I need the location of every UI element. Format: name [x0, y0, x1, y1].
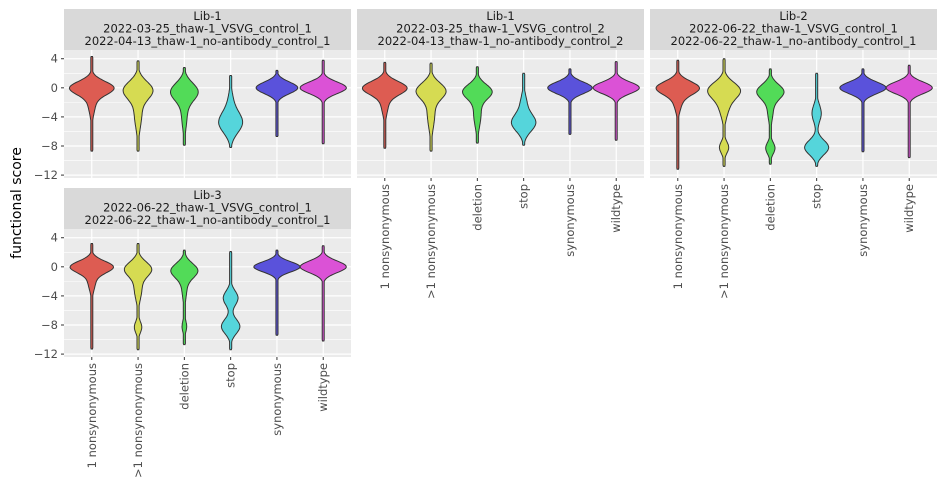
x-tick-label: stop: [810, 184, 824, 209]
violin-stop: [220, 251, 241, 351]
violin-1-nonsynonymous: [361, 61, 408, 149]
x-tick-label: synonymous: [856, 184, 870, 257]
violin-stop: [804, 72, 830, 167]
strip-label: 2022-06-22_thaw-1_VSVG_control_1: [103, 201, 312, 215]
violin-deletion: [170, 67, 199, 146]
facet-panel: Lib-32022-06-22_thaw-1_VSVG_control_1202…: [34, 188, 351, 478]
x-tick-label: >1 nonsynonymous: [717, 184, 731, 299]
y-tick-label: 4: [51, 52, 58, 66]
x-tick-label: deletion: [763, 184, 777, 231]
x-tick-label: >1 nonsynonymous: [131, 363, 145, 478]
violin-deletion: [461, 66, 493, 144]
x-tick-label: >1 nonsynonymous: [424, 184, 438, 299]
strip-label: Lib-1: [193, 9, 221, 23]
facet-panel: Lib-12022-03-25_thaw-1_VSVG_control_1202…: [34, 9, 351, 182]
violin-wildtype: [299, 59, 347, 145]
facet-strip: [650, 9, 937, 50]
x-tick-label: wildtype: [316, 363, 330, 412]
facet-strip: [64, 188, 351, 229]
violin-wildtype: [299, 245, 347, 342]
violin-stop: [510, 72, 537, 146]
strip-label: 2022-06-22_thaw-1_VSVG_control_1: [689, 22, 898, 36]
violin-synonymous: [253, 249, 301, 336]
x-tick-label: stop: [224, 363, 238, 388]
x-tick-label: deletion: [177, 363, 191, 410]
facet-strip: [64, 9, 351, 50]
violin-deletion: [170, 249, 199, 346]
strip-label: 2022-06-22_thaw-1_no-antibody_control_1: [85, 213, 331, 227]
x-tick-label: wildtype: [902, 184, 916, 233]
y-tick-label: −8: [41, 318, 58, 332]
facet-strip: [357, 9, 644, 50]
x-tick-label: synonymous: [270, 363, 284, 436]
y-axis-title: functional score: [9, 147, 25, 259]
strip-label: 2022-06-22_thaw-1_no-antibody_control_1: [671, 34, 917, 48]
panel-background: [64, 229, 351, 357]
strip-label: Lib-1: [486, 9, 514, 23]
violin-1-nonsynonymous: [655, 59, 701, 170]
y-tick-label: −8: [41, 139, 58, 153]
violin-1-nonsynonymous: [68, 56, 115, 152]
violin-stop: [218, 75, 244, 148]
violin-wildtype: [592, 61, 640, 141]
violin-synonymous: [839, 68, 887, 153]
violin--1-nonsynonymous: [123, 243, 153, 351]
x-tick-label: synonymous: [563, 184, 577, 257]
violin-deletion: [756, 68, 785, 165]
x-tick-label: 1 nonsynonymous: [85, 363, 99, 468]
violin--1-nonsynonymous: [122, 60, 154, 152]
x-tick-label: deletion: [470, 184, 484, 231]
strip-label: 2022-04-13_thaw-1_no-antibody_control_2: [378, 34, 624, 48]
y-tick-label: 4: [51, 231, 58, 245]
strip-label: Lib-3: [193, 188, 221, 202]
y-tick-label: −4: [41, 289, 58, 303]
panel-background: [650, 50, 937, 178]
strip-label: 2022-04-13_thaw-1_no-antibody_control_1: [85, 34, 331, 48]
y-tick-label: −12: [34, 168, 58, 182]
violin-synonymous: [255, 69, 299, 137]
violin-wildtype: [885, 64, 933, 159]
violin--1-nonsynonymous: [707, 58, 742, 167]
facet-panel: Lib-12022-03-25_thaw-1_VSVG_control_2202…: [357, 9, 644, 299]
violin-1-nonsynonymous: [69, 243, 115, 350]
y-tick-label: 0: [51, 81, 58, 95]
panel-background: [64, 50, 351, 178]
x-tick-label: stop: [517, 184, 531, 209]
y-tick-label: −12: [34, 347, 58, 361]
violin-synonymous: [547, 68, 593, 135]
violin--1-nonsynonymous: [415, 62, 447, 152]
y-tick-label: −4: [41, 110, 58, 124]
x-tick-label: wildtype: [609, 184, 623, 233]
panel-background: [357, 50, 644, 178]
facet-panel: Lib-22022-06-22_thaw-1_VSVG_control_1202…: [650, 9, 937, 299]
strip-label: 2022-03-25_thaw-1_VSVG_control_1: [103, 22, 312, 36]
strip-label: Lib-2: [779, 9, 807, 23]
x-tick-label: 1 nonsynonymous: [378, 184, 392, 289]
strip-label: 2022-03-25_thaw-1_VSVG_control_2: [396, 22, 605, 36]
y-tick-label: 0: [51, 260, 58, 274]
x-tick-label: 1 nonsynonymous: [671, 184, 685, 289]
